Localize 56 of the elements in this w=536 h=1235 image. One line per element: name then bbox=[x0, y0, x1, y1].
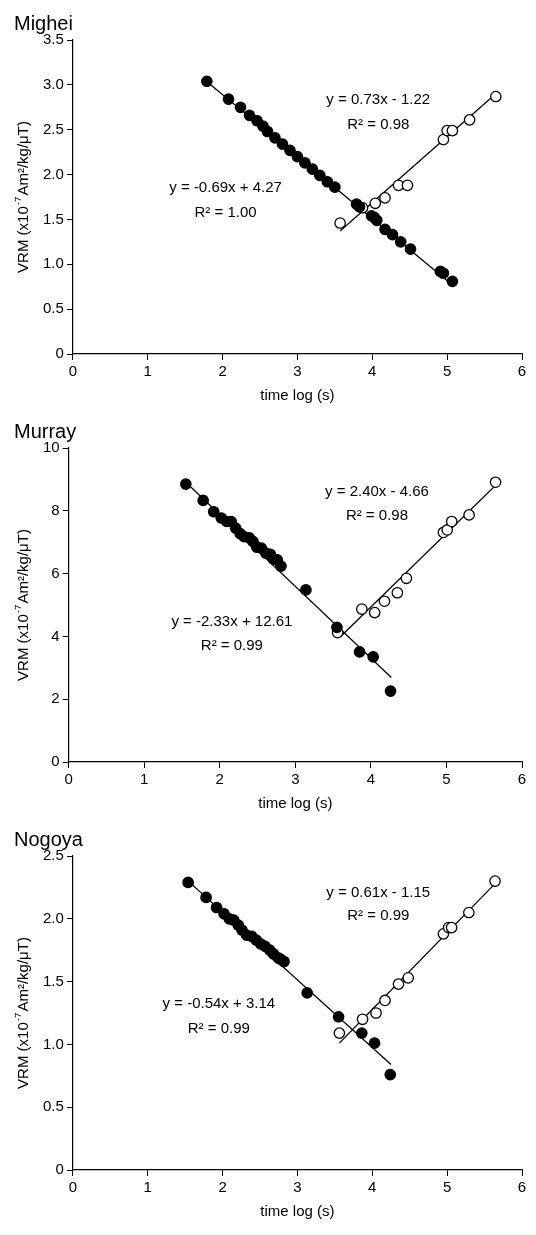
y-tick-label: 1.0 bbox=[42, 1034, 64, 1052]
x-tick-label: 3 bbox=[293, 362, 302, 380]
y-axis-title: VRM (x10-7Am²/kg/μT) bbox=[12, 121, 31, 273]
y-tick-label: 6 bbox=[51, 563, 60, 581]
x-tick-label: 5 bbox=[442, 1178, 452, 1196]
x-tick-label: 4 bbox=[368, 362, 377, 380]
x-tick-label: 0 bbox=[68, 362, 78, 380]
y-tick-label: 4 bbox=[51, 626, 60, 644]
annotation: y = -2.33x + 12.61 bbox=[171, 612, 293, 630]
x-tick-label: 3 bbox=[293, 1178, 302, 1196]
x-axis-title: time log (s) bbox=[260, 1202, 335, 1219]
x-axis-title: time log (s) bbox=[260, 386, 335, 403]
y-tick-label: 0.5 bbox=[42, 1097, 64, 1115]
annotation: R² = 0.98 bbox=[347, 114, 410, 132]
x-tick-label: 5 bbox=[442, 770, 451, 788]
y-axis-title: VRM (x10-7Am²/kg/μT) bbox=[12, 529, 31, 681]
x-tick-label: 6 bbox=[517, 362, 527, 380]
y-tick-label: 0.5 bbox=[42, 299, 64, 317]
annotation: y = 2.40x - 4.66 bbox=[325, 482, 429, 500]
y-tick-label: 2 bbox=[51, 689, 60, 707]
annotation: R² = 1.00 bbox=[194, 202, 257, 220]
x-axis-title: time log (s) bbox=[258, 794, 333, 811]
x-tick-label: 2 bbox=[215, 770, 224, 788]
y-tick-label: 1.0 bbox=[42, 254, 64, 272]
annotation: y = -0.54x + 3.14 bbox=[162, 993, 276, 1011]
x-tick-label: 5 bbox=[442, 362, 452, 380]
y-tick-label: 0 bbox=[55, 1160, 64, 1178]
annotation: R² = 0.99 bbox=[200, 635, 263, 653]
x-tick-label: 6 bbox=[517, 770, 527, 788]
x-tick-label: 6 bbox=[517, 1178, 527, 1196]
x-tick-label: 3 bbox=[291, 770, 300, 788]
annotation: y = 0.73x - 1.22 bbox=[326, 89, 431, 107]
y-tick-label: 2.0 bbox=[42, 908, 64, 926]
y-tick-label: 8 bbox=[51, 500, 60, 518]
y-tick-label: 0 bbox=[55, 344, 64, 362]
y-tick-label: 0 bbox=[51, 752, 60, 770]
x-tick-label: 2 bbox=[218, 362, 227, 380]
x-tick-label: 0 bbox=[68, 1178, 78, 1196]
y-axis-title: VRM (x10-7Am²/kg/μT) bbox=[12, 937, 31, 1089]
annotation: R² = 0.98 bbox=[345, 505, 408, 523]
y-tick-label: 1.5 bbox=[42, 971, 64, 989]
annotation: R² = 0.99 bbox=[347, 905, 410, 923]
y-tick-label: 2.0 bbox=[42, 164, 64, 182]
y-tick-label: 3.0 bbox=[42, 75, 64, 92]
chart-title: Mighei bbox=[14, 12, 73, 34]
x-tick-label: 4 bbox=[366, 770, 376, 788]
y-tick-label: 2.5 bbox=[42, 119, 64, 137]
y-tick-label: 1.5 bbox=[42, 209, 64, 227]
x-tick-label: 1 bbox=[143, 362, 152, 380]
annotation: y = -0.69x + 4.27 bbox=[169, 177, 282, 195]
x-tick-label: 1 bbox=[143, 1178, 152, 1196]
x-tick-label: 1 bbox=[140, 770, 149, 788]
x-tick-label: 2 bbox=[218, 1178, 227, 1196]
x-tick-label: 4 bbox=[368, 1178, 377, 1196]
annotation: R² = 0.99 bbox=[187, 1018, 250, 1036]
annotation: y = 0.61x - 1.15 bbox=[326, 882, 431, 900]
